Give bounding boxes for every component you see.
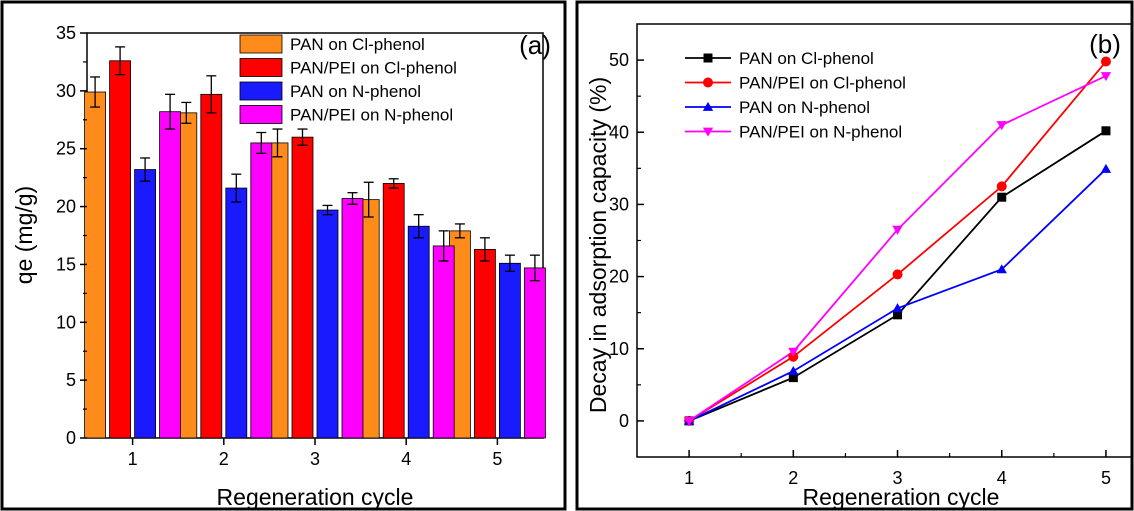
axes-group: 0 10 20 30 40 50 1 2 3 4 5 <box>609 50 1111 488</box>
y-tick-label: 50 <box>609 50 629 70</box>
legend-label: PAN/PEI on N-phenol <box>739 123 902 142</box>
marker-triangle-down <box>683 417 695 427</box>
marker-triangle-up <box>1100 163 1112 173</box>
x-tick-label: 3 <box>893 468 903 488</box>
marker-triangle-up <box>788 365 799 376</box>
axes-group: 0 5 10 15 20 25 30 35 1 2 3 4 5 <box>56 23 502 469</box>
legend-label: PAN on N-phenol <box>290 82 421 101</box>
bar <box>291 136 314 439</box>
marker-circle <box>1100 56 1111 67</box>
y-tick-label: 0 <box>619 411 629 431</box>
marker-triangle-up <box>996 264 1007 274</box>
marker-square <box>997 192 1007 202</box>
bar <box>200 93 223 439</box>
bars-group <box>84 60 546 439</box>
y-tick-label: 0 <box>66 428 76 448</box>
y-tick-label: 5 <box>66 370 76 390</box>
x-tick-label: 2 <box>219 449 229 469</box>
marker-square <box>788 373 798 383</box>
legend-label: PAN on Cl-phenol <box>290 35 425 54</box>
bar <box>134 169 157 439</box>
x-tick-label: 5 <box>492 449 502 469</box>
panel-label-a: (a) <box>519 30 551 60</box>
y-axis-label: Decay in adsorption capacity (%) <box>585 77 611 413</box>
panel-a-border <box>0 0 567 511</box>
bar <box>382 183 405 439</box>
marker-circle <box>996 181 1007 192</box>
bar <box>159 111 182 439</box>
marker-triangle-down <box>788 347 799 357</box>
marker-square <box>1101 126 1111 136</box>
y-tick-label: 25 <box>56 139 76 159</box>
marker-square <box>703 53 713 63</box>
y-tick-label: 30 <box>56 81 76 101</box>
y-tick-label: 10 <box>56 312 76 332</box>
bar <box>473 248 496 439</box>
legend-label: PAN/PEI on N-phenol <box>290 106 453 125</box>
chart-a: 0 5 10 15 20 25 30 35 1 2 3 4 5 PAN on Cl-phenol PAN/… <box>0 0 567 511</box>
bar <box>524 267 546 439</box>
panel-label-b: (b) <box>1089 29 1121 59</box>
y-tick-label: 35 <box>56 23 76 43</box>
legend-label: PAN on N-phenol <box>739 98 870 117</box>
error-bars-group <box>90 46 540 282</box>
bar <box>109 60 131 439</box>
y-tick-label: 20 <box>609 267 629 287</box>
legend-swatch <box>239 105 283 124</box>
marker-triangle-down <box>702 127 714 137</box>
x-axis-label: Regeneration cycle <box>217 484 414 510</box>
x-axis-label: Regeneration cycle <box>803 484 1000 510</box>
bar <box>432 245 455 439</box>
marker-circle <box>892 269 903 280</box>
legend: PAN on Cl-phenol PAN/PEI on Cl-phenol PAN … <box>685 49 906 142</box>
marker-triangle-up <box>702 101 714 111</box>
x-tick-label: 1 <box>684 468 694 488</box>
bar <box>316 209 339 439</box>
marker-triangle-up <box>892 303 903 313</box>
y-tick-label: 30 <box>609 194 629 214</box>
x-tick-label: 5 <box>1101 468 1111 488</box>
y-axis-label: qe (mg/g) <box>11 186 37 284</box>
legend-swatch <box>239 34 283 54</box>
marker-circle <box>703 77 713 88</box>
legend-label: PAN/PEI on Cl-phenol <box>290 59 457 78</box>
legend-label: PAN/PEI on Cl-phenol <box>739 74 906 93</box>
marker-triangle-down <box>996 121 1007 131</box>
bar <box>407 225 430 439</box>
legend: PAN on Cl-phenol PAN/PEI on Cl-phenol PAN … <box>239 34 457 125</box>
x-tick-label: 4 <box>997 468 1007 488</box>
bar <box>225 187 248 439</box>
marker-square <box>893 310 903 320</box>
bar <box>498 262 521 439</box>
x-tick-label: 3 <box>310 449 320 469</box>
legend-swatch <box>239 58 283 77</box>
y-tick-label: 40 <box>609 122 629 142</box>
y-tick-label: 20 <box>56 197 76 217</box>
y-tick-label: 15 <box>56 254 76 274</box>
chart-b: 0 10 20 30 40 50 1 2 3 4 5 PAN on Cl-phenol PAN/PEI… <box>575 0 1134 511</box>
marker-triangle-down <box>1100 72 1112 82</box>
marker-triangle-down <box>892 225 903 235</box>
bar <box>250 142 273 439</box>
legend-swatch <box>239 81 283 101</box>
x-tick-label: 4 <box>401 449 411 469</box>
x-tick-label: 1 <box>128 449 138 469</box>
markers-group <box>683 56 1112 427</box>
bar <box>341 198 364 439</box>
y-tick-label: 10 <box>609 339 629 359</box>
legend-label: PAN on Cl-phenol <box>739 49 874 68</box>
x-tick-label: 2 <box>788 468 798 488</box>
bar <box>84 91 106 439</box>
